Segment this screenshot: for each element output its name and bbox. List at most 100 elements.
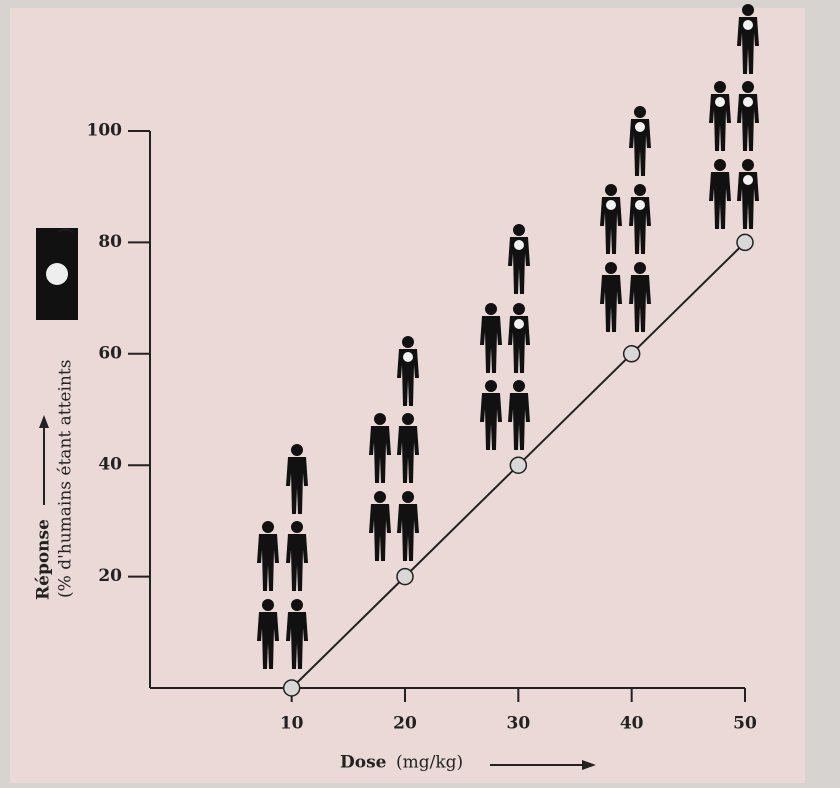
human-figure [709,159,731,229]
y-tick-label: 20 [98,566,122,586]
figure-body [397,349,419,406]
human-figure [286,599,308,669]
figure-body [629,119,651,176]
human-figure [508,303,530,373]
human-figure [397,491,419,561]
human-figure [397,413,419,483]
figure-body [737,172,759,229]
x-tick-label: 10 [280,714,304,734]
human-figure [480,380,502,450]
human-figure [286,444,308,514]
y-arrowhead [39,415,49,428]
figure-mark [606,200,616,210]
figure-head [513,224,525,236]
x-arrowhead [582,760,596,770]
figure-body [397,504,419,561]
figure-head [714,81,726,93]
figure-body [737,17,759,74]
figure-body [369,504,391,561]
human-figure [369,413,391,483]
figure-body [480,316,502,373]
human-figure [629,262,651,332]
y-axis-label: Réponse (% d'humains étant atteints ) [34,227,76,600]
figure-head [374,491,386,503]
y-tick-label: 60 [98,343,122,363]
figure-head [513,303,525,315]
figure-body [286,457,308,514]
figure-head [742,4,754,16]
human-figure [600,184,622,254]
figure-head [291,521,303,533]
figure-head [634,184,646,196]
figure-mark [635,200,645,210]
figure-body [369,426,391,483]
x-label: Dose [340,753,387,773]
figure-head [291,599,303,611]
figure-head [634,262,646,274]
figure-body [709,94,731,151]
figure-body [257,612,279,669]
figure-body [709,172,731,229]
figure-mark [403,352,413,362]
figure-head [605,184,617,196]
human-figure [737,159,759,229]
human-figure [480,303,502,373]
figure-head [485,303,497,315]
y-label-sub: (% d'humains étant atteints [56,360,76,598]
figure-body [600,197,622,254]
human-figure [286,521,308,591]
figure-head [402,413,414,425]
figure-head [634,106,646,118]
human-figure [508,380,530,450]
figure-head [402,491,414,503]
figure-head [262,521,274,533]
figure-body [600,275,622,332]
x-tick-label: 20 [393,714,417,734]
figure-mark [514,319,524,329]
data-point [622,345,641,363]
human-figure [737,4,759,74]
data-point [396,567,414,586]
x-unit: (mg/kg) [396,753,463,773]
figure-body [508,237,530,294]
human-figure [508,224,530,294]
figure-head [291,444,303,456]
figure-mark [635,122,645,132]
figure-mark [743,20,753,30]
figure-head [513,380,525,392]
human-figure [257,521,279,591]
legend-icon-dot [46,263,68,285]
human-figure [629,106,651,176]
figure-head [742,159,754,171]
figure-head [605,262,617,274]
x-tick-label: 30 [506,714,530,734]
x-tick-label: 50 [733,714,757,734]
y-tick-label: 100 [87,121,123,141]
human-figure [709,81,731,151]
human-figure [257,599,279,669]
x-tick-label: 40 [620,714,644,734]
y-label: Réponse [34,519,54,600]
figure-body [508,316,530,373]
figure-head [374,413,386,425]
human-figure [397,336,419,406]
data-point [509,456,528,474]
human-figure [369,491,391,561]
figure-head [742,81,754,93]
figure-body [397,426,419,483]
figure-mark [743,175,753,185]
figure-mark [743,97,753,107]
figure-head [714,159,726,171]
human-figure [737,81,759,151]
plot-background [10,8,805,783]
figure-body [737,94,759,151]
figure-body [508,393,530,450]
y-tick-label: 80 [98,232,122,252]
figure-head [262,599,274,611]
figure-mark [514,240,524,250]
figure-body [480,393,502,450]
figure-body [629,275,651,332]
figure-head [402,336,414,348]
figure-body [257,534,279,591]
